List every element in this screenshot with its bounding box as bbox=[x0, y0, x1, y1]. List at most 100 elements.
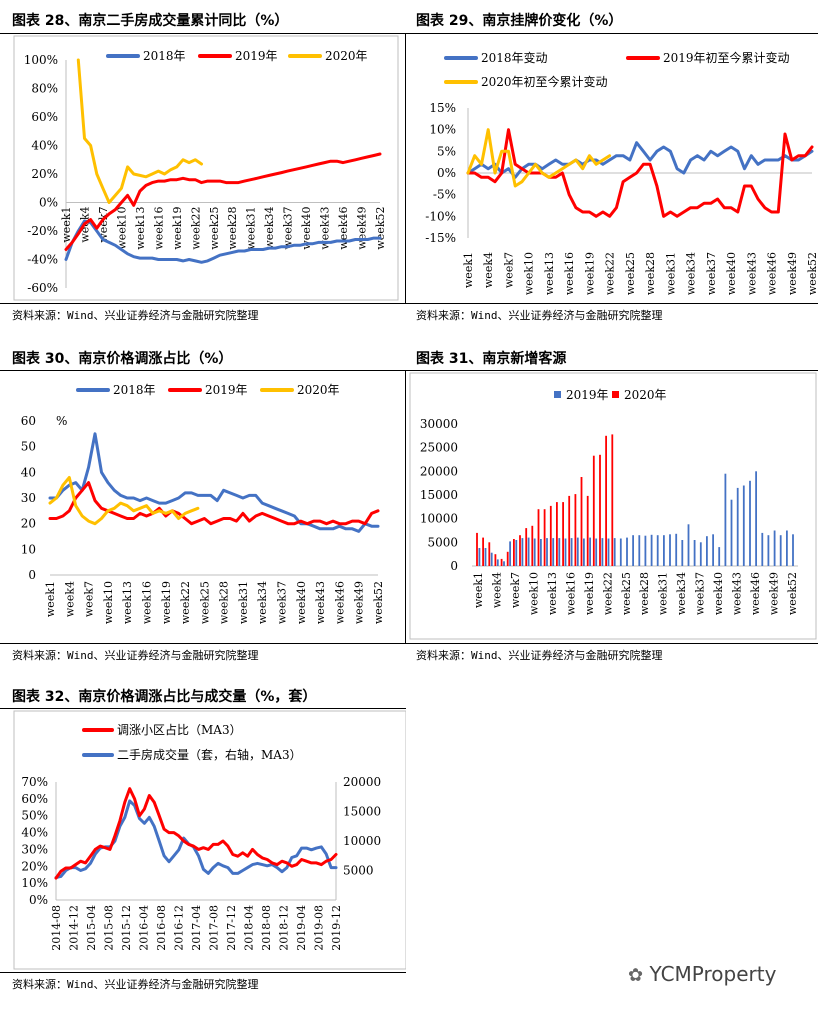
y-tick-label: 10000 bbox=[420, 512, 458, 526]
bar-2019年-week28 bbox=[644, 535, 647, 566]
legend-label: 2018年 bbox=[113, 383, 156, 397]
bar-2020年-week5 bbox=[500, 558, 503, 566]
chart-32-rise-share-vs-volume: 70% 60% 50% 40% 30% 20% 10% 0% 20000 15000 10000 50… bbox=[13, 710, 406, 970]
x-tick-label: week28 bbox=[644, 252, 657, 295]
plot-frame bbox=[409, 372, 817, 640]
legend-label: 二手房成交量（套，右轴，MA3） bbox=[117, 747, 302, 762]
y-tick-label: 5000 bbox=[427, 535, 458, 549]
source-note-32: 资料来源：Wind、兴业证券经济与金融研究院整理 bbox=[12, 978, 259, 991]
bar-2019年-week9 bbox=[527, 537, 530, 566]
bar-2019年-week14 bbox=[558, 538, 561, 566]
bar-2019年-week36 bbox=[693, 540, 696, 566]
x-tick-label: week46 bbox=[333, 581, 346, 624]
y-tick-label: 50 bbox=[21, 440, 36, 454]
x-tick-label: week37 bbox=[276, 581, 289, 624]
column-divider bbox=[405, 33, 406, 303]
y-right-tick-label: 10000 bbox=[343, 834, 381, 848]
bar-2020年-week14 bbox=[556, 502, 558, 566]
legend-label: 2020年 bbox=[297, 383, 340, 397]
x-tick-label: week52 bbox=[374, 207, 387, 250]
x-tick-label: week46 bbox=[766, 252, 779, 295]
x-tick-label: 2018-12 bbox=[278, 905, 291, 951]
y-tick-label: -15% bbox=[425, 231, 456, 245]
y-tick-label: -20% bbox=[27, 224, 58, 238]
x-tick-label: week13 bbox=[546, 572, 559, 615]
x-tick-label: week1 bbox=[44, 581, 57, 617]
bar-2019年-week6 bbox=[509, 541, 511, 566]
bar-2019年-week39 bbox=[712, 534, 714, 566]
bar-2019年-week30 bbox=[656, 535, 659, 566]
x-tick-label: week40 bbox=[725, 252, 738, 295]
bar-2019年-week25 bbox=[626, 537, 628, 566]
legend-swatch bbox=[612, 391, 619, 398]
x-tick-label: week22 bbox=[601, 572, 614, 615]
bar-2019年-week12 bbox=[546, 538, 548, 566]
y-tick-label: 5% bbox=[437, 144, 456, 158]
bar-2020年-week3 bbox=[488, 542, 491, 566]
y-tick-label: -40% bbox=[27, 253, 58, 267]
chart-31-new-buyers: 30000 25000 20000 15000 10000 5000 0 week1 week4… bbox=[409, 372, 817, 640]
x-tick-label: 2018-08 bbox=[260, 905, 273, 951]
x-tick-label: week25 bbox=[198, 581, 211, 624]
source-note-31: 资料来源：Wind、兴业证券经济与金融研究院整理 bbox=[416, 649, 663, 662]
bar-2019年-week43 bbox=[736, 487, 739, 566]
y-tick-label: 15% bbox=[429, 101, 456, 115]
bar-2020年-week23 bbox=[611, 434, 614, 566]
figure-30-title: 图表 30、南京价格调涨占比（%） bbox=[12, 351, 233, 367]
bar-2019年-week15 bbox=[564, 538, 567, 566]
x-tick-label: 2018-04 bbox=[243, 905, 256, 951]
figure-29-title: 图表 29、南京挂牌价变化（%） bbox=[416, 13, 623, 29]
bar-2019年-week47 bbox=[761, 532, 764, 566]
legend-label: 2019年 bbox=[235, 49, 278, 63]
y-tick-label: -5% bbox=[433, 188, 456, 202]
bar-2020年-week2 bbox=[482, 537, 484, 566]
x-tick-label: week4 bbox=[63, 581, 76, 617]
series-line-2020年 bbox=[76, 58, 203, 204]
column-divider bbox=[405, 370, 406, 643]
bar-2019年-week50 bbox=[779, 535, 782, 566]
x-tick-label: week19 bbox=[583, 572, 596, 615]
series-line-2018年 bbox=[48, 432, 380, 533]
y-right-tick-label: 15000 bbox=[343, 805, 381, 819]
legend-label: 2020年 bbox=[325, 49, 368, 63]
y-tick-label: 30 bbox=[21, 491, 36, 505]
bar-2019年-week23 bbox=[613, 538, 616, 566]
bar-2019年-week7 bbox=[515, 540, 518, 566]
bar-2019年-week20 bbox=[595, 538, 598, 566]
y-tick-label: 100% bbox=[24, 53, 58, 67]
bar-2019年-week13 bbox=[552, 538, 555, 566]
bar-2019年-week2 bbox=[484, 548, 487, 566]
source-note-28: 资料来源：Wind、兴业证券经济与金融研究院整理 bbox=[12, 309, 259, 322]
y-tick-label: 20000 bbox=[420, 464, 458, 478]
legend-label: 2019年初至今累计变动 bbox=[663, 50, 790, 65]
bar-2019年-week5 bbox=[503, 561, 505, 566]
x-tick-label: week16 bbox=[564, 572, 577, 615]
y-left-tick-label: 30% bbox=[21, 842, 48, 856]
x-tick-label: week49 bbox=[356, 207, 369, 250]
x-tick-label: week19 bbox=[583, 252, 596, 295]
x-tick-label: week1 bbox=[472, 572, 485, 608]
x-tick-label: week52 bbox=[806, 252, 818, 295]
x-tick-label: week49 bbox=[767, 572, 780, 615]
x-tick-label: 2017-12 bbox=[225, 905, 238, 951]
bar-2019年-week38 bbox=[706, 536, 708, 566]
source-rule bbox=[0, 972, 406, 973]
x-tick-label: week37 bbox=[694, 572, 707, 615]
x-tick-label: week37 bbox=[282, 207, 295, 250]
bar-2019年-week11 bbox=[540, 539, 542, 566]
bar-2019年-week10 bbox=[533, 538, 536, 566]
plot-frame bbox=[13, 35, 399, 301]
legend-label: 2019年 bbox=[566, 388, 609, 402]
x-tick-label: week25 bbox=[620, 572, 633, 615]
bar-2020年-week19 bbox=[586, 495, 589, 566]
bar-2019年-week37 bbox=[699, 542, 702, 566]
x-tick-label: week25 bbox=[624, 252, 637, 295]
x-tick-label: week49 bbox=[786, 252, 799, 295]
x-tick-label: week28 bbox=[638, 572, 651, 615]
x-tick-label: week43 bbox=[314, 581, 327, 624]
y-left-tick-label: 40% bbox=[21, 826, 48, 840]
bar-2019年-week18 bbox=[583, 538, 585, 566]
x-tick-label: week19 bbox=[160, 581, 173, 624]
x-tick-label: week1 bbox=[462, 252, 475, 288]
bar-2019年-week49 bbox=[773, 530, 776, 566]
